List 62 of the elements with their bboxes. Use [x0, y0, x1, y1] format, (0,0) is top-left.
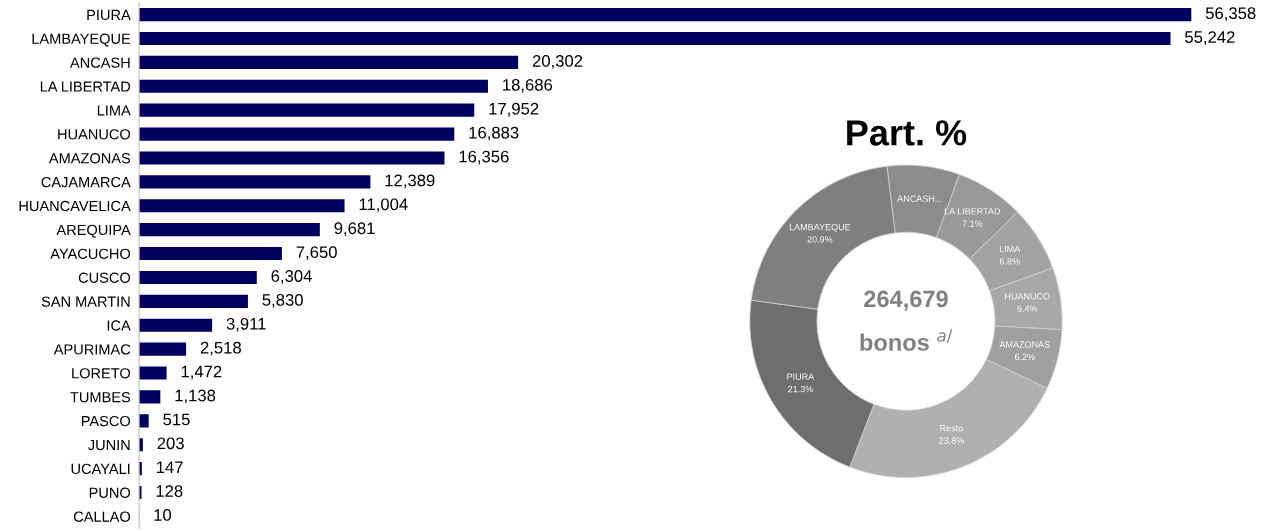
y-tick-label: PASCO — [81, 415, 131, 427]
y-tick-label: CUSCO — [78, 272, 131, 283]
data-label: 5,830 — [262, 294, 303, 308]
data-label: 2,518 — [200, 341, 241, 356]
data-label: 128 — [156, 485, 183, 497]
y-tick-label: APURIMAC — [53, 344, 131, 355]
annotation: bonos $^{a/}$ — [860, 329, 953, 351]
data-label: 20,302 — [532, 55, 583, 69]
data-label: 1,472 — [181, 365, 222, 380]
y-tick-label: UCAYALI — [71, 463, 130, 475]
data-label: 16,356 — [459, 150, 509, 165]
y-tick-label: SAN MARTIN — [41, 296, 130, 307]
data-label: 56,358 — [1205, 7, 1256, 22]
y-tick-label: AYACUCHO — [50, 248, 131, 259]
y-tick-label: PUNO — [89, 487, 131, 498]
y-tick-label: LAMBAYEQUE — [32, 33, 131, 47]
y-tick-label: HUANCAVELICA — [19, 200, 131, 212]
data-label: 147 — [156, 461, 183, 473]
y-tick-label: ICA — [107, 320, 131, 331]
y-tick-label: CAJAMARCA — [41, 176, 131, 188]
slice-label: HUANUCO — [1005, 293, 1050, 300]
y-tick-label: ANCASH — [70, 57, 130, 68]
y-tick-label: PIURA — [87, 9, 131, 21]
data-label: 7.1% — [962, 220, 983, 227]
data-label: 515 — [163, 413, 190, 426]
slice-label: LA LIBERTAD — [944, 208, 1001, 215]
slice-label: Resto — [940, 425, 963, 432]
y-tick-label: TUMBES — [70, 392, 131, 403]
y-tick-label: LA LIBERTAD — [40, 81, 131, 92]
slice-label: ANCASH... — [897, 195, 942, 202]
data-label: 23.8% — [939, 437, 964, 444]
data-label: 17,952 — [489, 102, 539, 117]
y-tick-label: JUNIN — [88, 439, 130, 451]
chart-title: Part. % — [847, 120, 967, 146]
data-label: 6.2% — [1014, 353, 1035, 361]
y-tick-label: AREQUIPA — [56, 224, 131, 238]
data-label: 6,304 — [271, 270, 312, 284]
slice-label: PIURA — [787, 373, 815, 380]
data-label: 55,242 — [1185, 31, 1235, 45]
data-label: 6.8% — [999, 258, 1020, 265]
data-label: 11,004 — [359, 198, 408, 213]
y-tick-label: LIMA — [97, 105, 131, 116]
data-label: 7,650 — [296, 246, 337, 260]
data-label: 10 — [154, 509, 172, 521]
y-tick-label: HUANUCO — [58, 129, 131, 140]
data-label: 21.3% — [788, 385, 813, 393]
slice-label: LAMBAYEQUE — [789, 223, 851, 232]
annotation: 264,679 — [864, 290, 948, 311]
data-label: 20.9% — [807, 236, 833, 243]
data-label: 3,911 — [226, 317, 266, 332]
slice-label: AMAZONAS — [999, 341, 1050, 348]
y-tick-label: LORETO — [72, 368, 131, 379]
data-label: 203 — [157, 437, 184, 450]
data-label: 16,883 — [469, 126, 519, 141]
data-label: 1,138 — [175, 389, 216, 404]
y-tick-label: AMAZONAS — [48, 153, 131, 164]
y-tick-label: CALLAO — [73, 511, 131, 522]
data-label: 12,389 — [385, 174, 435, 189]
slice-label: LIMA — [999, 245, 1021, 253]
data-label: 18,686 — [503, 78, 553, 93]
data-label: 6.4% — [1017, 305, 1038, 312]
data-label: 9,681 — [334, 222, 375, 237]
